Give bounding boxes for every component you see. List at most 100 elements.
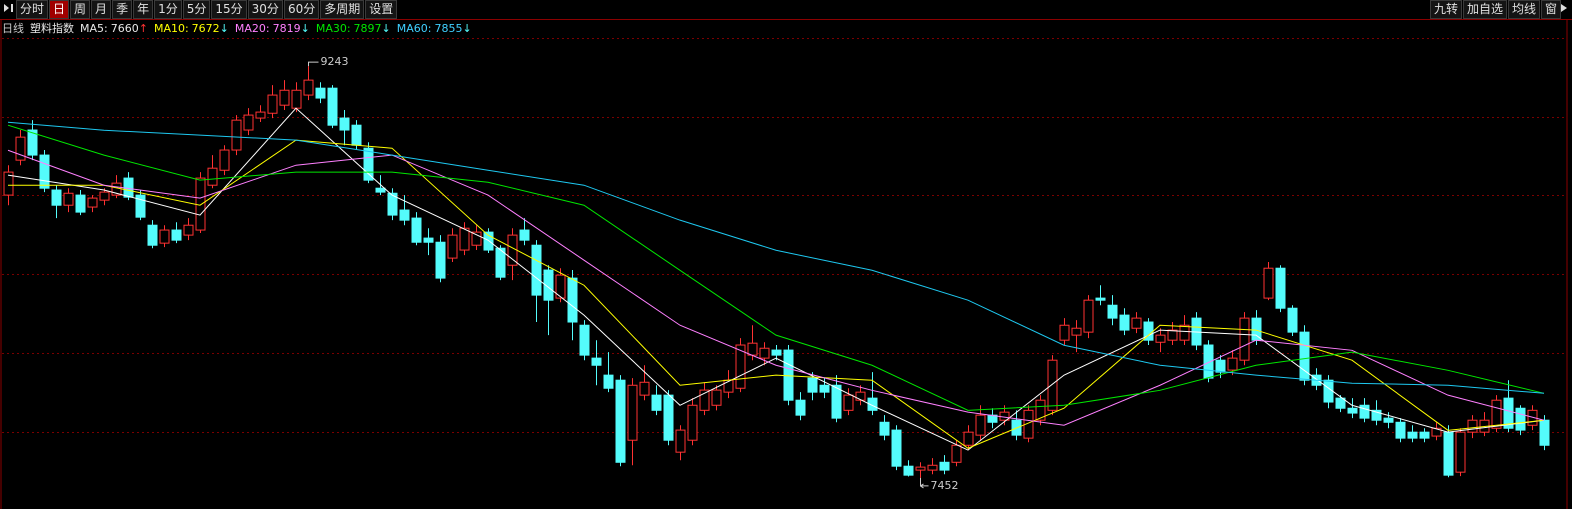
candle-body xyxy=(87,197,98,208)
candle-body xyxy=(1227,357,1238,371)
ma-line xyxy=(7,121,1545,394)
candle-body xyxy=(327,87,338,126)
candle-body xyxy=(435,241,446,279)
candle-body xyxy=(39,154,50,189)
candle-body xyxy=(1347,407,1358,414)
candle-body xyxy=(1503,397,1514,429)
toolbar-button[interactable]: 15分 xyxy=(211,0,247,19)
high-label: 9243 xyxy=(321,55,349,68)
candle-body xyxy=(1107,304,1118,319)
candle-body xyxy=(771,349,782,356)
candle-body xyxy=(1155,334,1166,343)
candle-body xyxy=(699,389,710,411)
candle-body xyxy=(1383,417,1394,423)
toolbar-button[interactable]: 窗 xyxy=(1541,0,1562,19)
candle-body xyxy=(1467,419,1478,433)
candle-body xyxy=(903,465,914,476)
low-label: 7452 xyxy=(931,479,959,492)
toolbar-button[interactable]: 季 xyxy=(112,0,133,19)
candle-body xyxy=(1035,399,1046,421)
candle-body xyxy=(1515,407,1526,431)
candle-body xyxy=(1491,399,1502,429)
candle-body xyxy=(687,404,698,441)
candle-body xyxy=(207,167,218,186)
candle-body xyxy=(507,234,518,266)
candle-body xyxy=(1179,324,1190,341)
candle-body xyxy=(879,421,890,436)
toolbar-button[interactable]: 1分 xyxy=(154,0,182,19)
candle-body xyxy=(471,231,482,246)
candle-body xyxy=(147,224,158,246)
candle-body xyxy=(531,244,542,296)
candle-body xyxy=(567,277,578,323)
candle-body xyxy=(627,384,638,441)
candle-body xyxy=(747,342,758,356)
chart-title: 塑料指数 xyxy=(30,22,74,35)
candle-body xyxy=(1419,431,1430,439)
candle-body xyxy=(387,192,398,216)
toolbar-button[interactable]: 加自选 xyxy=(1463,0,1508,19)
toolbar-button[interactable]: 九转 xyxy=(1430,0,1463,19)
toolbar-button[interactable]: 周 xyxy=(70,0,91,19)
toolbar-button[interactable]: 5分 xyxy=(182,0,211,19)
ma-line xyxy=(7,107,1545,451)
toolbar-button[interactable]: 日 xyxy=(49,0,70,19)
candle-body xyxy=(1059,324,1070,341)
legend: 日线 塑料指数 MA5: 7660 ↑ MA10: 7672 ↓ MA20: 7819 ↓ MA3… xyxy=(2,21,478,37)
candle-body xyxy=(1131,317,1142,329)
candle-body xyxy=(303,79,314,96)
candle-body xyxy=(135,194,146,218)
candle-body xyxy=(1431,427,1442,437)
candle-body xyxy=(759,347,770,359)
candle-body xyxy=(1167,329,1178,341)
candle-body xyxy=(1539,419,1550,446)
candle-body xyxy=(3,171,14,196)
legend-value: 7855 xyxy=(434,22,463,35)
candle-body xyxy=(555,274,566,299)
candle-body xyxy=(1395,421,1406,439)
candle-body xyxy=(447,234,458,259)
toolbar-button[interactable]: 60分 xyxy=(283,0,320,19)
toolbar-button[interactable]: 年 xyxy=(133,0,154,19)
candle-body xyxy=(603,374,614,389)
candle-body xyxy=(1287,307,1298,333)
legend-value: 7819 xyxy=(272,22,301,35)
toolbar-button[interactable]: 均线 xyxy=(1508,0,1541,19)
toolbar-button[interactable]: 30分 xyxy=(247,0,283,19)
legend-trend: ↓ xyxy=(300,22,310,35)
candle-body xyxy=(891,429,902,467)
toolbar-left: 分时日周月季年 1分 5分 15分 30分 60分 多周期 设置 xyxy=(16,0,398,19)
candle-body xyxy=(1527,409,1538,426)
candle-body xyxy=(1071,327,1082,336)
toolbar-button[interactable]: 分时 xyxy=(16,0,49,19)
candle-body xyxy=(1047,359,1058,411)
legend-value: 7672 xyxy=(191,22,220,35)
candle-body xyxy=(519,229,530,241)
ma-line xyxy=(7,124,1545,411)
candle-body xyxy=(1119,314,1130,331)
candle-body xyxy=(1023,409,1034,439)
candle-body xyxy=(975,414,986,436)
low-pointer xyxy=(920,477,929,489)
candle-body xyxy=(1215,359,1226,373)
toolbar-right: 九转 加自选 均线窗 xyxy=(1430,0,1562,19)
ma-line xyxy=(8,139,1545,449)
candle-body xyxy=(267,94,278,114)
nav-arrow xyxy=(1561,4,1567,12)
legend-trend: ↑ xyxy=(138,22,148,35)
candle-body xyxy=(495,247,506,278)
toolbar-button[interactable]: 设置 xyxy=(365,0,398,19)
candle-body xyxy=(1335,397,1346,409)
legend-name: MA30: xyxy=(315,22,351,35)
candle-body xyxy=(711,389,722,406)
toolbar-button[interactable]: 月 xyxy=(91,0,112,19)
high-pointer xyxy=(308,61,319,67)
legend-name: MA20: xyxy=(234,22,270,35)
candle-body xyxy=(795,399,806,416)
toolbar-button[interactable]: 多周期 xyxy=(320,0,365,19)
candle-body xyxy=(231,119,242,151)
candle-body xyxy=(735,344,746,389)
